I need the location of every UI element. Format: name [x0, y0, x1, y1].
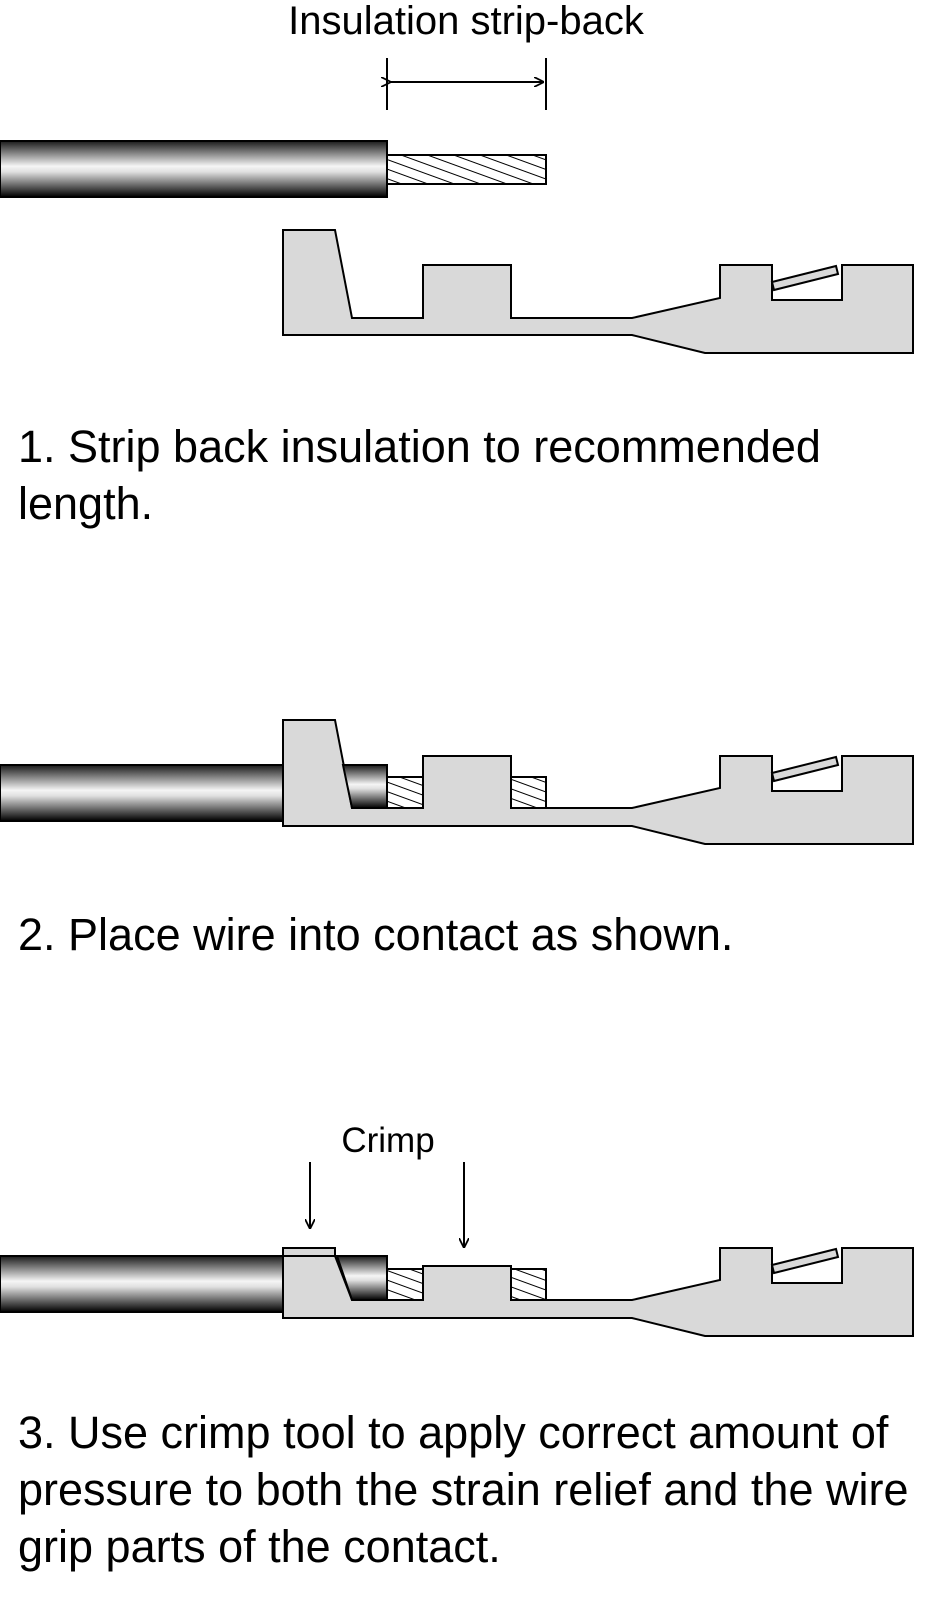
wire-insulation — [0, 1255, 284, 1313]
wire-strands — [386, 1268, 424, 1301]
step3-figure: Crimp — [0, 1121, 914, 1337]
crimp-label: Crimp — [341, 1121, 434, 1160]
step-3-text: 3. Use crimp tool to apply correct amoun… — [18, 1407, 909, 1572]
contact — [282, 229, 914, 354]
strain-relief-crimped — [282, 1247, 336, 1257]
step-2-text: 2. Place wire into contact as shown. — [18, 909, 734, 960]
wire-insulation — [0, 764, 284, 822]
strip-back-label: Insulation strip-back — [288, 0, 645, 43]
wire-strands — [386, 776, 424, 809]
wire-strands — [386, 154, 547, 185]
step2-figure — [0, 719, 914, 845]
contact-latch — [770, 755, 840, 783]
wire-strands — [510, 1268, 547, 1301]
wire-strands — [510, 776, 547, 809]
contact-latch — [770, 264, 840, 292]
wire-insulation — [0, 140, 388, 198]
contact-latch — [770, 1247, 840, 1275]
step1-figure: Insulation strip-back — [0, 0, 914, 354]
step-1-text: 1. Strip back insulation to recommended … — [18, 421, 821, 529]
